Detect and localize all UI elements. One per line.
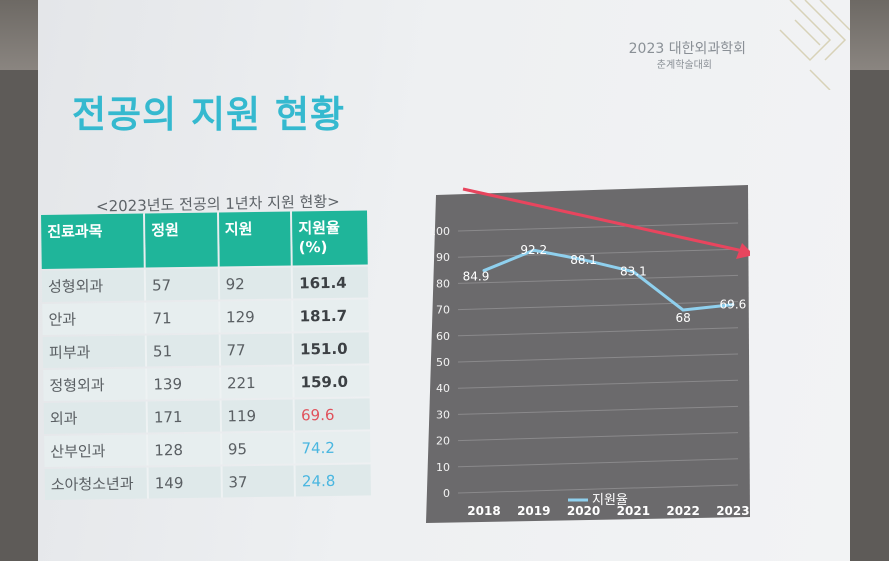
table-row: 정형외과 139 221 159.0 xyxy=(43,365,370,401)
cell-quota: 71 xyxy=(146,301,221,334)
x-tick-label: 2022 xyxy=(666,504,699,518)
cell-quota: 51 xyxy=(146,334,221,367)
cell-applicants: 129 xyxy=(219,300,294,333)
gridline xyxy=(457,353,739,363)
cell-quota: 139 xyxy=(147,367,222,400)
cell-quota: 128 xyxy=(148,433,223,466)
y-tick-label: 90 xyxy=(436,251,450,264)
y-tick-label: 20 xyxy=(436,435,450,448)
cell-applicants: 95 xyxy=(221,432,296,465)
y-tick-label: 30 xyxy=(436,408,450,421)
y-tick-label: 40 xyxy=(436,382,450,395)
cell-department: 피부과 xyxy=(42,335,148,368)
conference-name: 2023 대한외과학회 xyxy=(628,41,746,57)
gridline xyxy=(457,222,739,232)
header-quota: 정원 xyxy=(145,212,220,268)
decorative-pattern-icon xyxy=(779,0,850,90)
cell-department: 정형외과 xyxy=(43,368,148,401)
data-point xyxy=(681,308,685,312)
cell-rate: 151.0 xyxy=(293,332,370,365)
data-label: 92.2 xyxy=(520,243,547,257)
cell-department: 산부인과 xyxy=(44,434,149,467)
cell-quota: 171 xyxy=(147,400,222,433)
legend-label: 지원율 xyxy=(592,493,628,508)
header-department: 진료과목 xyxy=(41,213,146,269)
series-line xyxy=(483,248,734,312)
slide-title: 전공의 지원 현황 xyxy=(72,93,346,136)
data-point xyxy=(631,270,635,274)
cell-applicants: 77 xyxy=(220,333,295,366)
cell-quota: 57 xyxy=(145,268,220,301)
conference-subtitle: 춘계학술대회 xyxy=(656,60,712,71)
gridline xyxy=(457,301,739,311)
table-row: 외과 171 119 69.6 xyxy=(43,398,371,434)
table-row: 안과 71 129 181.7 xyxy=(42,299,369,335)
gridline xyxy=(457,458,739,468)
data-point xyxy=(482,269,486,273)
trend-arrow-line xyxy=(462,187,744,253)
cell-rate: 69.6 xyxy=(294,398,371,431)
cell-applicants: 37 xyxy=(222,465,297,498)
data-point xyxy=(731,303,735,307)
application-table: 진료과목 정원 지원 지원율 (%) 성형외과 57 92 161.4 안과 71… xyxy=(41,208,371,502)
gridline xyxy=(457,248,739,258)
header-rate: 지원율 (%) xyxy=(292,210,368,266)
y-tick-label: 100 xyxy=(429,225,450,238)
x-tick-label: 2018 xyxy=(467,504,500,518)
data-label: 88.1 xyxy=(570,253,597,267)
trend-arrow-head-icon xyxy=(736,243,750,259)
data-point xyxy=(532,248,536,252)
gridline xyxy=(457,274,739,284)
cell-applicants: 92 xyxy=(219,267,294,300)
table-row: 피부과 51 77 151.0 xyxy=(42,332,370,368)
table-header-row: 진료과목 정원 지원 지원율 (%) xyxy=(41,210,368,269)
gridline xyxy=(457,405,739,415)
x-tick-label: 2021 xyxy=(617,504,650,518)
x-tick-label: 2019 xyxy=(517,504,550,518)
application-rate-chart: 0 10 20 30 40 50 60 70 80 90 100 2018 2019 2020 2021 20… xyxy=(426,185,750,523)
cell-rate: 181.7 xyxy=(293,299,369,332)
cell-department: 외과 xyxy=(43,401,149,434)
data-label: 68 xyxy=(675,311,690,325)
gridline xyxy=(457,432,739,442)
x-tick-label: 2020 xyxy=(567,504,600,518)
cell-department: 소아청소년과 xyxy=(44,467,150,500)
table-row: 성형외과 57 92 161.4 xyxy=(41,266,369,302)
x-tick-label: 2023 xyxy=(716,504,749,518)
y-tick-label: 0 xyxy=(443,487,450,500)
data-point xyxy=(582,258,586,262)
table-row: 소아청소년과 149 37 24.8 xyxy=(44,464,371,500)
cell-rate: 159.0 xyxy=(294,365,370,398)
chart-background xyxy=(426,185,750,523)
cell-applicants: 119 xyxy=(221,399,296,432)
header-rate-label: 지원율 (%) xyxy=(298,218,340,257)
gridline xyxy=(457,484,739,494)
y-tick-label: 70 xyxy=(436,304,450,317)
cell-rate: 161.4 xyxy=(292,266,369,299)
y-tick-label: 50 xyxy=(436,356,450,369)
cell-rate: 74.2 xyxy=(295,431,371,464)
y-tick-label: 60 xyxy=(436,330,450,343)
data-label: 69.6 xyxy=(720,298,747,312)
gridline xyxy=(457,379,739,389)
data-label: 84.9 xyxy=(463,270,490,284)
header-applicants: 지원 xyxy=(218,211,293,267)
y-tick-label: 80 xyxy=(436,277,450,290)
cell-department: 성형외과 xyxy=(41,269,147,302)
table-row: 산부인과 128 95 74.2 xyxy=(44,431,371,467)
cell-quota: 149 xyxy=(148,466,223,499)
gridline xyxy=(457,327,739,337)
cell-rate: 24.8 xyxy=(295,464,371,497)
data-label: 83.1 xyxy=(620,265,647,279)
cell-department: 안과 xyxy=(42,302,147,335)
cell-applicants: 221 xyxy=(220,366,295,399)
y-tick-label: 10 xyxy=(436,461,450,474)
